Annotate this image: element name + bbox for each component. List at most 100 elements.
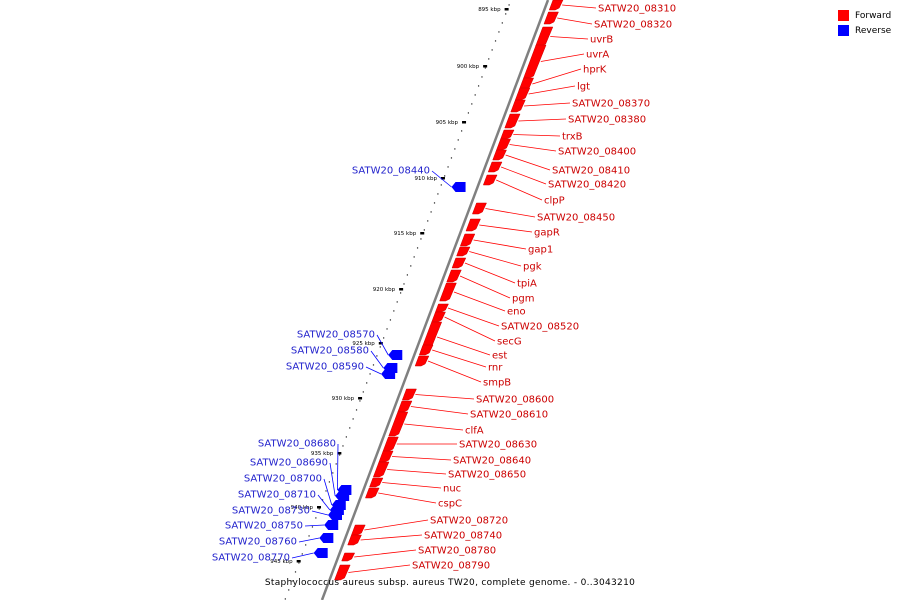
reverse-gene-label[interactable]: SATW20_08580 bbox=[291, 346, 369, 357]
forward-gene-arrow[interactable] bbox=[334, 564, 351, 581]
track-dot bbox=[494, 40, 497, 42]
reverse-gene-label[interactable]: SATW20_08750 bbox=[225, 521, 303, 532]
reverse-gene-label[interactable]: SATW20_08690 bbox=[250, 458, 328, 469]
forward-gene-arrow[interactable] bbox=[500, 129, 515, 140]
forward-gene-arrow[interactable] bbox=[341, 552, 356, 562]
forward-gene-arrow[interactable] bbox=[472, 202, 487, 215]
forward-gene-label[interactable]: gapR bbox=[534, 228, 560, 239]
forward-gene-arrow[interactable] bbox=[401, 388, 417, 401]
forward-gene-label[interactable]: SATW20_08790 bbox=[412, 561, 490, 572]
forward-gene-label[interactable]: tpiA bbox=[517, 279, 537, 290]
forward-gene-arrow[interactable] bbox=[439, 282, 457, 302]
track-dot bbox=[413, 256, 415, 258]
forward-gene-label[interactable]: SATW20_08400 bbox=[558, 147, 636, 158]
forward-gene-label[interactable]: smpB bbox=[483, 378, 511, 389]
forward-gene-label[interactable]: SATW20_08600 bbox=[476, 395, 554, 406]
forward-gene-arrow[interactable] bbox=[372, 461, 390, 478]
forward-gene-arrow[interactable] bbox=[482, 174, 498, 186]
forward-gene-arrow[interactable] bbox=[351, 524, 366, 536]
forward-gene-label[interactable]: eno bbox=[507, 307, 526, 318]
forward-gene-label[interactable]: clfA bbox=[465, 426, 484, 437]
forward-gene-label[interactable]: SATW20_08720 bbox=[430, 516, 508, 527]
forward-gene-arrow[interactable] bbox=[347, 534, 362, 546]
reverse-gene-label[interactable]: SATW20_08700 bbox=[244, 474, 322, 485]
reverse-gene-arrow[interactable] bbox=[313, 548, 328, 558]
reverse-gene-label[interactable]: SATW20_08730 bbox=[232, 506, 310, 517]
forward-gene-arrow[interactable] bbox=[365, 487, 380, 499]
forward-gene-arrow[interactable] bbox=[431, 311, 446, 323]
forward-gene-label[interactable]: SATW20_08650 bbox=[448, 470, 526, 481]
track-dot bbox=[474, 94, 476, 96]
forward-gene-arrow[interactable] bbox=[451, 257, 467, 269]
forward-gene-label[interactable]: SATW20_08370 bbox=[572, 99, 650, 110]
forward-gene-label[interactable]: pgk bbox=[523, 262, 542, 273]
forward-gene-label[interactable]: SATW20_08450 bbox=[537, 213, 615, 224]
reverse-gene-arrow[interactable] bbox=[324, 520, 339, 530]
reverse-gene-arrow[interactable] bbox=[381, 369, 396, 379]
reverse-gene-arrow[interactable] bbox=[451, 182, 466, 192]
forward-gene-label[interactable]: pgm bbox=[512, 294, 534, 305]
reverse-gene-arrow[interactable] bbox=[319, 533, 334, 543]
forward-gene-arrow[interactable] bbox=[465, 218, 481, 232]
track-dot bbox=[501, 22, 503, 24]
forward-gene-label[interactable]: nuc bbox=[443, 484, 461, 495]
forward-gene-arrow[interactable] bbox=[397, 400, 413, 413]
forward-gene-arrow[interactable] bbox=[435, 303, 449, 313]
forward-gene-label[interactable]: SATW20_08310 bbox=[598, 4, 676, 15]
forward-gene-label[interactable]: SATW20_08520 bbox=[501, 322, 579, 333]
forward-gene-arrow[interactable] bbox=[446, 269, 462, 283]
reverse-gene-label[interactable]: SATW20_08440 bbox=[352, 166, 430, 177]
forward-gene-label[interactable]: gap1 bbox=[528, 245, 553, 256]
forward-gene-arrow[interactable] bbox=[496, 138, 512, 151]
forward-gene-arrow[interactable] bbox=[456, 246, 471, 257]
forward-gene-label[interactable]: SATW20_08420 bbox=[548, 180, 626, 191]
forward-gene-arrow[interactable] bbox=[382, 436, 399, 452]
forward-gene-label[interactable]: secG bbox=[497, 337, 522, 348]
forward-gene-label[interactable]: SATW20_08380 bbox=[568, 115, 646, 126]
forward-gene-arrow[interactable] bbox=[523, 44, 547, 79]
reverse-gene-label[interactable]: SATW20_08570 bbox=[297, 330, 375, 341]
forward-gene-label[interactable]: rnr bbox=[488, 363, 503, 374]
forward-gene-arrow[interactable] bbox=[487, 161, 503, 173]
forward-gene-label[interactable]: SATW20_08630 bbox=[459, 440, 537, 451]
legend-item-reverse[interactable]: Reverse bbox=[838, 23, 891, 38]
forward-gene-arrow[interactable] bbox=[510, 99, 526, 113]
forward-gene-label[interactable]: cspC bbox=[438, 499, 462, 510]
forward-gene-arrow[interactable] bbox=[414, 355, 430, 367]
forward-gene-label[interactable]: trxB bbox=[562, 132, 583, 143]
reverse-leader-line bbox=[337, 443, 339, 491]
forward-gene-arrow[interactable] bbox=[418, 344, 434, 356]
forward-gene-arrow[interactable] bbox=[548, 0, 564, 11]
forward-gene-label[interactable]: lgt bbox=[577, 82, 590, 93]
forward-gene-arrow[interactable] bbox=[369, 477, 384, 488]
reverse-gene-label[interactable]: SATW20_08590 bbox=[286, 362, 364, 373]
reverse-gene-label[interactable]: SATW20_08770 bbox=[212, 553, 290, 564]
reverse-gene-label[interactable]: SATW20_08680 bbox=[258, 439, 336, 450]
reverse-gene-arrow[interactable] bbox=[327, 510, 342, 520]
forward-gene-arrow[interactable] bbox=[543, 11, 559, 25]
forward-gene-label[interactable]: SATW20_08610 bbox=[470, 410, 548, 421]
forward-gene-arrow[interactable] bbox=[459, 233, 476, 247]
forward-gene-arrow[interactable] bbox=[388, 411, 409, 437]
forward-gene-label[interactable]: est bbox=[492, 351, 507, 362]
forward-gene-arrow[interactable] bbox=[504, 113, 521, 129]
track-dot bbox=[484, 67, 486, 69]
forward-gene-arrow[interactable] bbox=[378, 450, 394, 463]
forward-gene-label[interactable]: uvrA bbox=[586, 50, 609, 61]
reverse-gene-arrow[interactable] bbox=[335, 491, 350, 501]
forward-gene-label[interactable]: SATW20_08640 bbox=[453, 456, 531, 467]
forward-gene-label[interactable]: SATW20_08740 bbox=[424, 531, 502, 542]
forward-gene-label[interactable]: hprK bbox=[583, 65, 607, 76]
legend-item-forward[interactable]: Forward bbox=[838, 8, 891, 23]
forward-gene-label[interactable]: SATW20_08780 bbox=[418, 546, 496, 557]
forward-gene-label[interactable]: SATW20_08320 bbox=[594, 20, 672, 31]
forward-gene-arrow[interactable] bbox=[492, 149, 507, 161]
reverse-gene-label[interactable]: SATW20_08760 bbox=[219, 537, 297, 548]
forward-gene-label[interactable]: uvrB bbox=[590, 35, 613, 46]
forward-gene-arrow[interactable] bbox=[514, 87, 531, 101]
reverse-gene-arrow[interactable] bbox=[388, 350, 403, 360]
forward-gene-label[interactable]: clpP bbox=[544, 196, 565, 207]
forward-gene-label[interactable]: SATW20_08410 bbox=[552, 166, 630, 177]
reverse-gene-label[interactable]: SATW20_08710 bbox=[238, 490, 316, 501]
